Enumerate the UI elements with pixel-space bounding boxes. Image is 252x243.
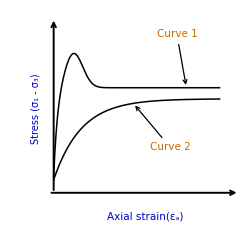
Text: Curve 1: Curve 1 [156, 29, 197, 84]
Text: Curve 2: Curve 2 [136, 107, 191, 152]
Text: Stress (σ₁ - σ₃): Stress (σ₁ - σ₃) [30, 73, 40, 144]
Text: Axial strain(εₐ): Axial strain(εₐ) [107, 211, 183, 221]
